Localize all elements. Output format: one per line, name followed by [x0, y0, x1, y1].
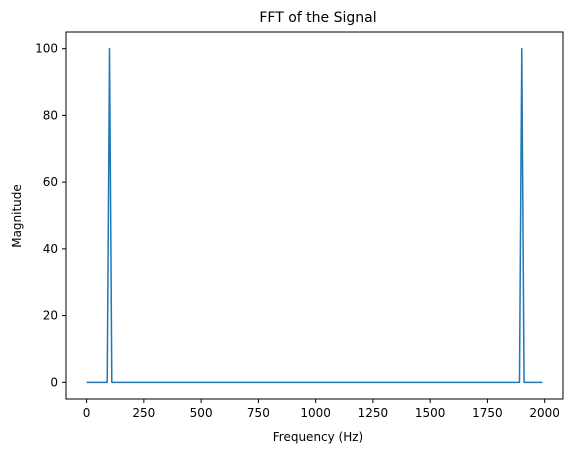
y-tick-label: 100 [35, 42, 58, 56]
x-tick-label: 2000 [529, 406, 560, 420]
series-line-0 [86, 47, 543, 384]
plot-area [86, 47, 543, 384]
y-tick-label: 60 [43, 175, 58, 189]
x-tick-label: 1750 [472, 406, 503, 420]
plot-frame [65, 31, 564, 400]
x-axis-label: Frequency (Hz) [273, 430, 364, 444]
y-tick-label: 0 [50, 375, 58, 389]
x-tick-label: 1250 [358, 406, 389, 420]
x-tick-label: 250 [132, 406, 155, 420]
y-axis-ticks: 0 20 40 60 80 100 [35, 42, 66, 389]
y-axis-label: Magnitude [10, 184, 24, 248]
chart-title: FFT of the Signal [259, 10, 376, 26]
y-tick-label: 20 [43, 309, 58, 323]
x-axis-ticks: 0 250 500 750 1000 1250 1500 1750 2000 [83, 399, 560, 420]
x-tick-label: 1000 [300, 406, 331, 420]
y-tick-label: 40 [43, 242, 58, 256]
x-tick-label: 0 [83, 406, 91, 420]
x-tick-label: 500 [190, 406, 213, 420]
x-tick-label: 750 [247, 406, 270, 420]
y-tick-label: 80 [43, 108, 58, 122]
x-tick-label: 1500 [415, 406, 446, 420]
